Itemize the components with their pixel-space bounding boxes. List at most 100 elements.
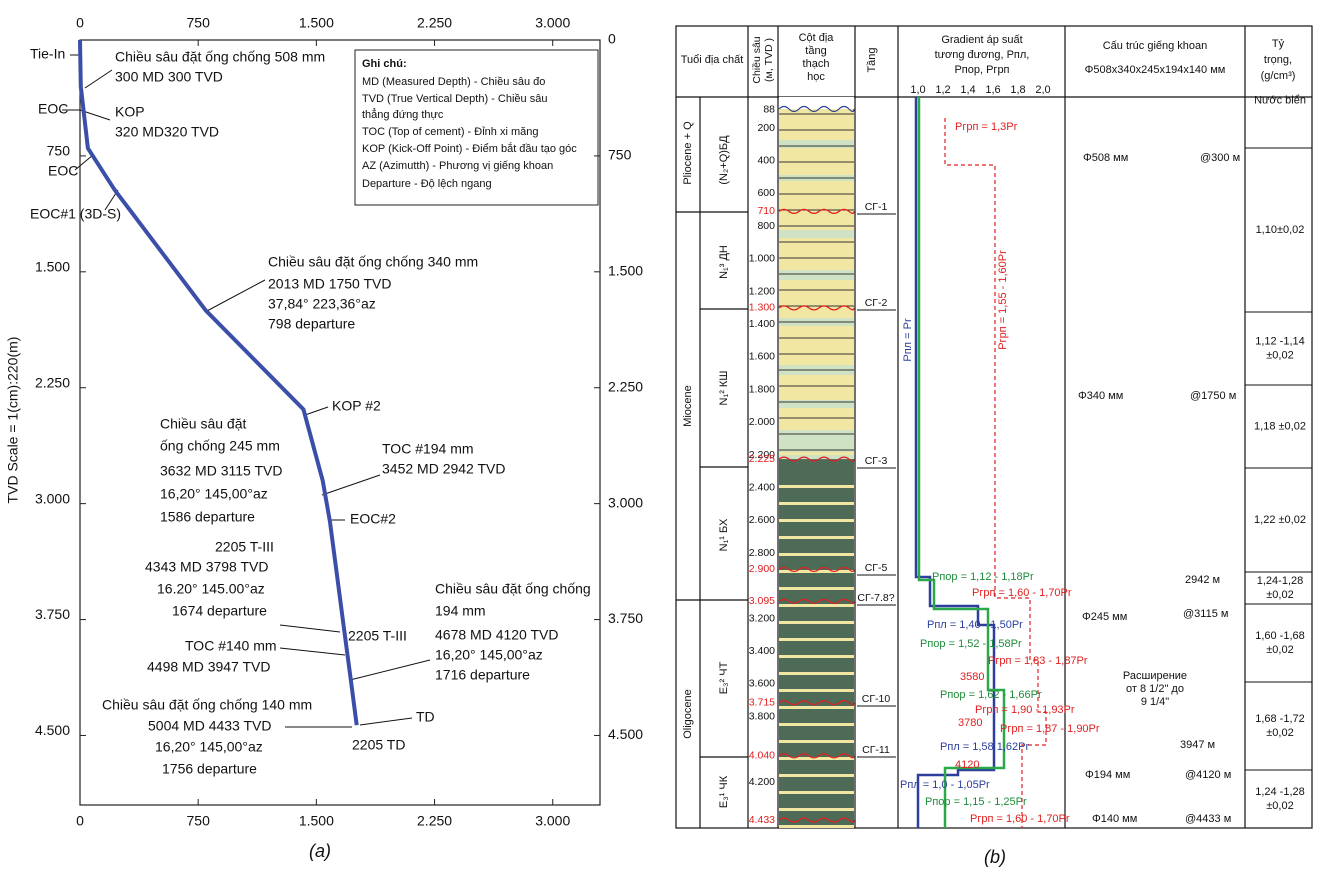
formation: N₁³ ДН [718,245,730,279]
boundary-line [778,305,855,311]
shale-band [779,270,854,280]
density: ±0,02 [1266,349,1293,361]
annotation: 1586 departure [160,509,255,525]
header: Φ508x340x245x194x140 мм [1085,64,1226,76]
pressure-label: Pпл = Pr [902,318,914,362]
x-tick-label: 3.000 [535,813,570,829]
boundary-label: 2.900 [749,563,775,575]
annotation: KOP [115,104,145,120]
sand-stripe [779,519,854,522]
pressure-label: Pпор = 1,62 - 1,66Pr [940,689,1042,701]
density: 1,10±0,02 [1256,224,1305,236]
depth-label: 400 [757,154,775,166]
annotation: TOC #140 mm [185,638,277,654]
y-tick-label: 3.000 [35,490,70,506]
density: 1,24 -1,28 [1255,786,1305,798]
header: tương đương, Pпл, [935,49,1030,61]
pressure-label: 3580 [960,671,984,683]
gradient-scale: 2,0 [1035,84,1050,96]
header: trọng, [1264,54,1292,66]
sand-stripe [779,485,854,488]
boundary-line [778,817,855,823]
annotation: 16,20° 145,00°az [435,647,543,663]
plot-frame [79,39,601,806]
y-tick-label: 1.500 [35,259,70,275]
note-line: TVD (True Vertical Depth) - Chiều sâu [362,93,547,105]
annotation: 2205 TD [352,737,405,753]
horizon: СГ-5 [865,562,888,574]
annotation: 798 departure [268,316,355,332]
annotation: Chiều sâu đặt [160,416,247,432]
header: Tuổi địa chất [681,54,744,66]
well-label: Φ194 мм [1085,769,1130,781]
pressure-label: 4120 [955,759,979,771]
depth-label: 1.200 [749,285,775,297]
density: ±0,02 [1266,800,1293,812]
sand-stripe [779,672,854,675]
density: 1,22 ±0,02 [1254,514,1306,526]
boundary-line [778,456,855,462]
formation: N₁¹ БХ [718,518,730,551]
pressure-label: Pпор = 1,52 - 1,58Pr [920,638,1022,650]
boundary-label: 2.225 [749,453,775,465]
pressure-label: 3780 [958,717,982,729]
formation: E₃² ЧТ [718,661,730,694]
lithology-column [778,97,855,828]
y-tick-label: 2.250 [35,374,70,390]
density: 1,68 -1,72 [1255,713,1305,725]
well-label: @1750 м [1190,390,1236,402]
pressure-label: Pгрп = 1,60 - 1,70Pr [970,813,1070,825]
header: Cấu trúc giếng khoan [1103,40,1208,52]
header: Chiều sâu [751,36,763,83]
well-label: Расширение [1123,670,1187,682]
depth-label: 2.400 [749,481,775,493]
annotation: 16,20° 145,00°az [160,486,268,502]
annotation: 1756 departure [162,761,257,777]
depth-label: 88 [763,103,775,115]
density: ±0,02 [1266,727,1293,739]
boundary-label: 3.095 [749,595,775,607]
note-box [354,49,599,206]
boundary-label: 4.040 [749,750,775,762]
horizon: СГ-11 [862,744,890,756]
pressure-label: Pгрп = 1,83 - 1,87Pr [988,655,1088,667]
note-line: TOC (Top of cement) - Đỉnh xi măng [362,126,538,138]
y-tick-label: 750 [608,147,632,163]
pressure-label: Pгрп = 1,3Pr [955,121,1018,133]
depth-label: 3.600 [749,678,775,690]
pressure-label: Pгрп = 1,55 - 1,60Pr [997,250,1009,350]
x-tick-label: 0 [76,15,84,31]
pressure-label: Pпор = 1,12 - 1,18Pr [932,571,1034,583]
well-label: 3947 м [1180,739,1215,751]
shale-band [779,400,854,408]
header: (м, TVD ) [763,38,775,82]
depth-label: 3.200 [749,612,775,624]
well-label: 2942 м [1185,574,1220,586]
shale-band [779,430,854,452]
density: ±0,02 [1266,589,1293,601]
density: 1,18 ±0,02 [1254,420,1306,432]
annotation: 3632 MD 3115 TVD [160,463,282,479]
depth-label: 200 [757,122,775,134]
depth-label: 4.200 [749,776,775,788]
annotation: EOC#1 (3D-S) [30,206,121,222]
header: Pпор, Pгрп [954,64,1009,76]
annotation: 16,20° 145,00°az [155,739,263,755]
annotation: EOC [48,163,78,179]
annotation: 3452 MD 2942 TVD [382,461,505,477]
well-label: от 8 1/2" до [1126,683,1184,695]
header: Tầng [866,47,878,72]
depth-label: 2.000 [749,416,775,428]
note-line: thẳng đứng thực [362,108,444,121]
pressure-label: Pпл = 1,0 - 1,05Pr [900,779,990,791]
gradient-scale: 1,8 [1010,84,1025,96]
sand-stripe [779,587,854,590]
sand-stripe [779,740,854,743]
annotation: Tie-In [30,46,65,62]
sand-stripe [779,774,854,777]
depth-label: 1.800 [749,383,775,395]
boundary-label: 3.715 [749,696,775,708]
depth-label: 3.400 [749,645,775,657]
